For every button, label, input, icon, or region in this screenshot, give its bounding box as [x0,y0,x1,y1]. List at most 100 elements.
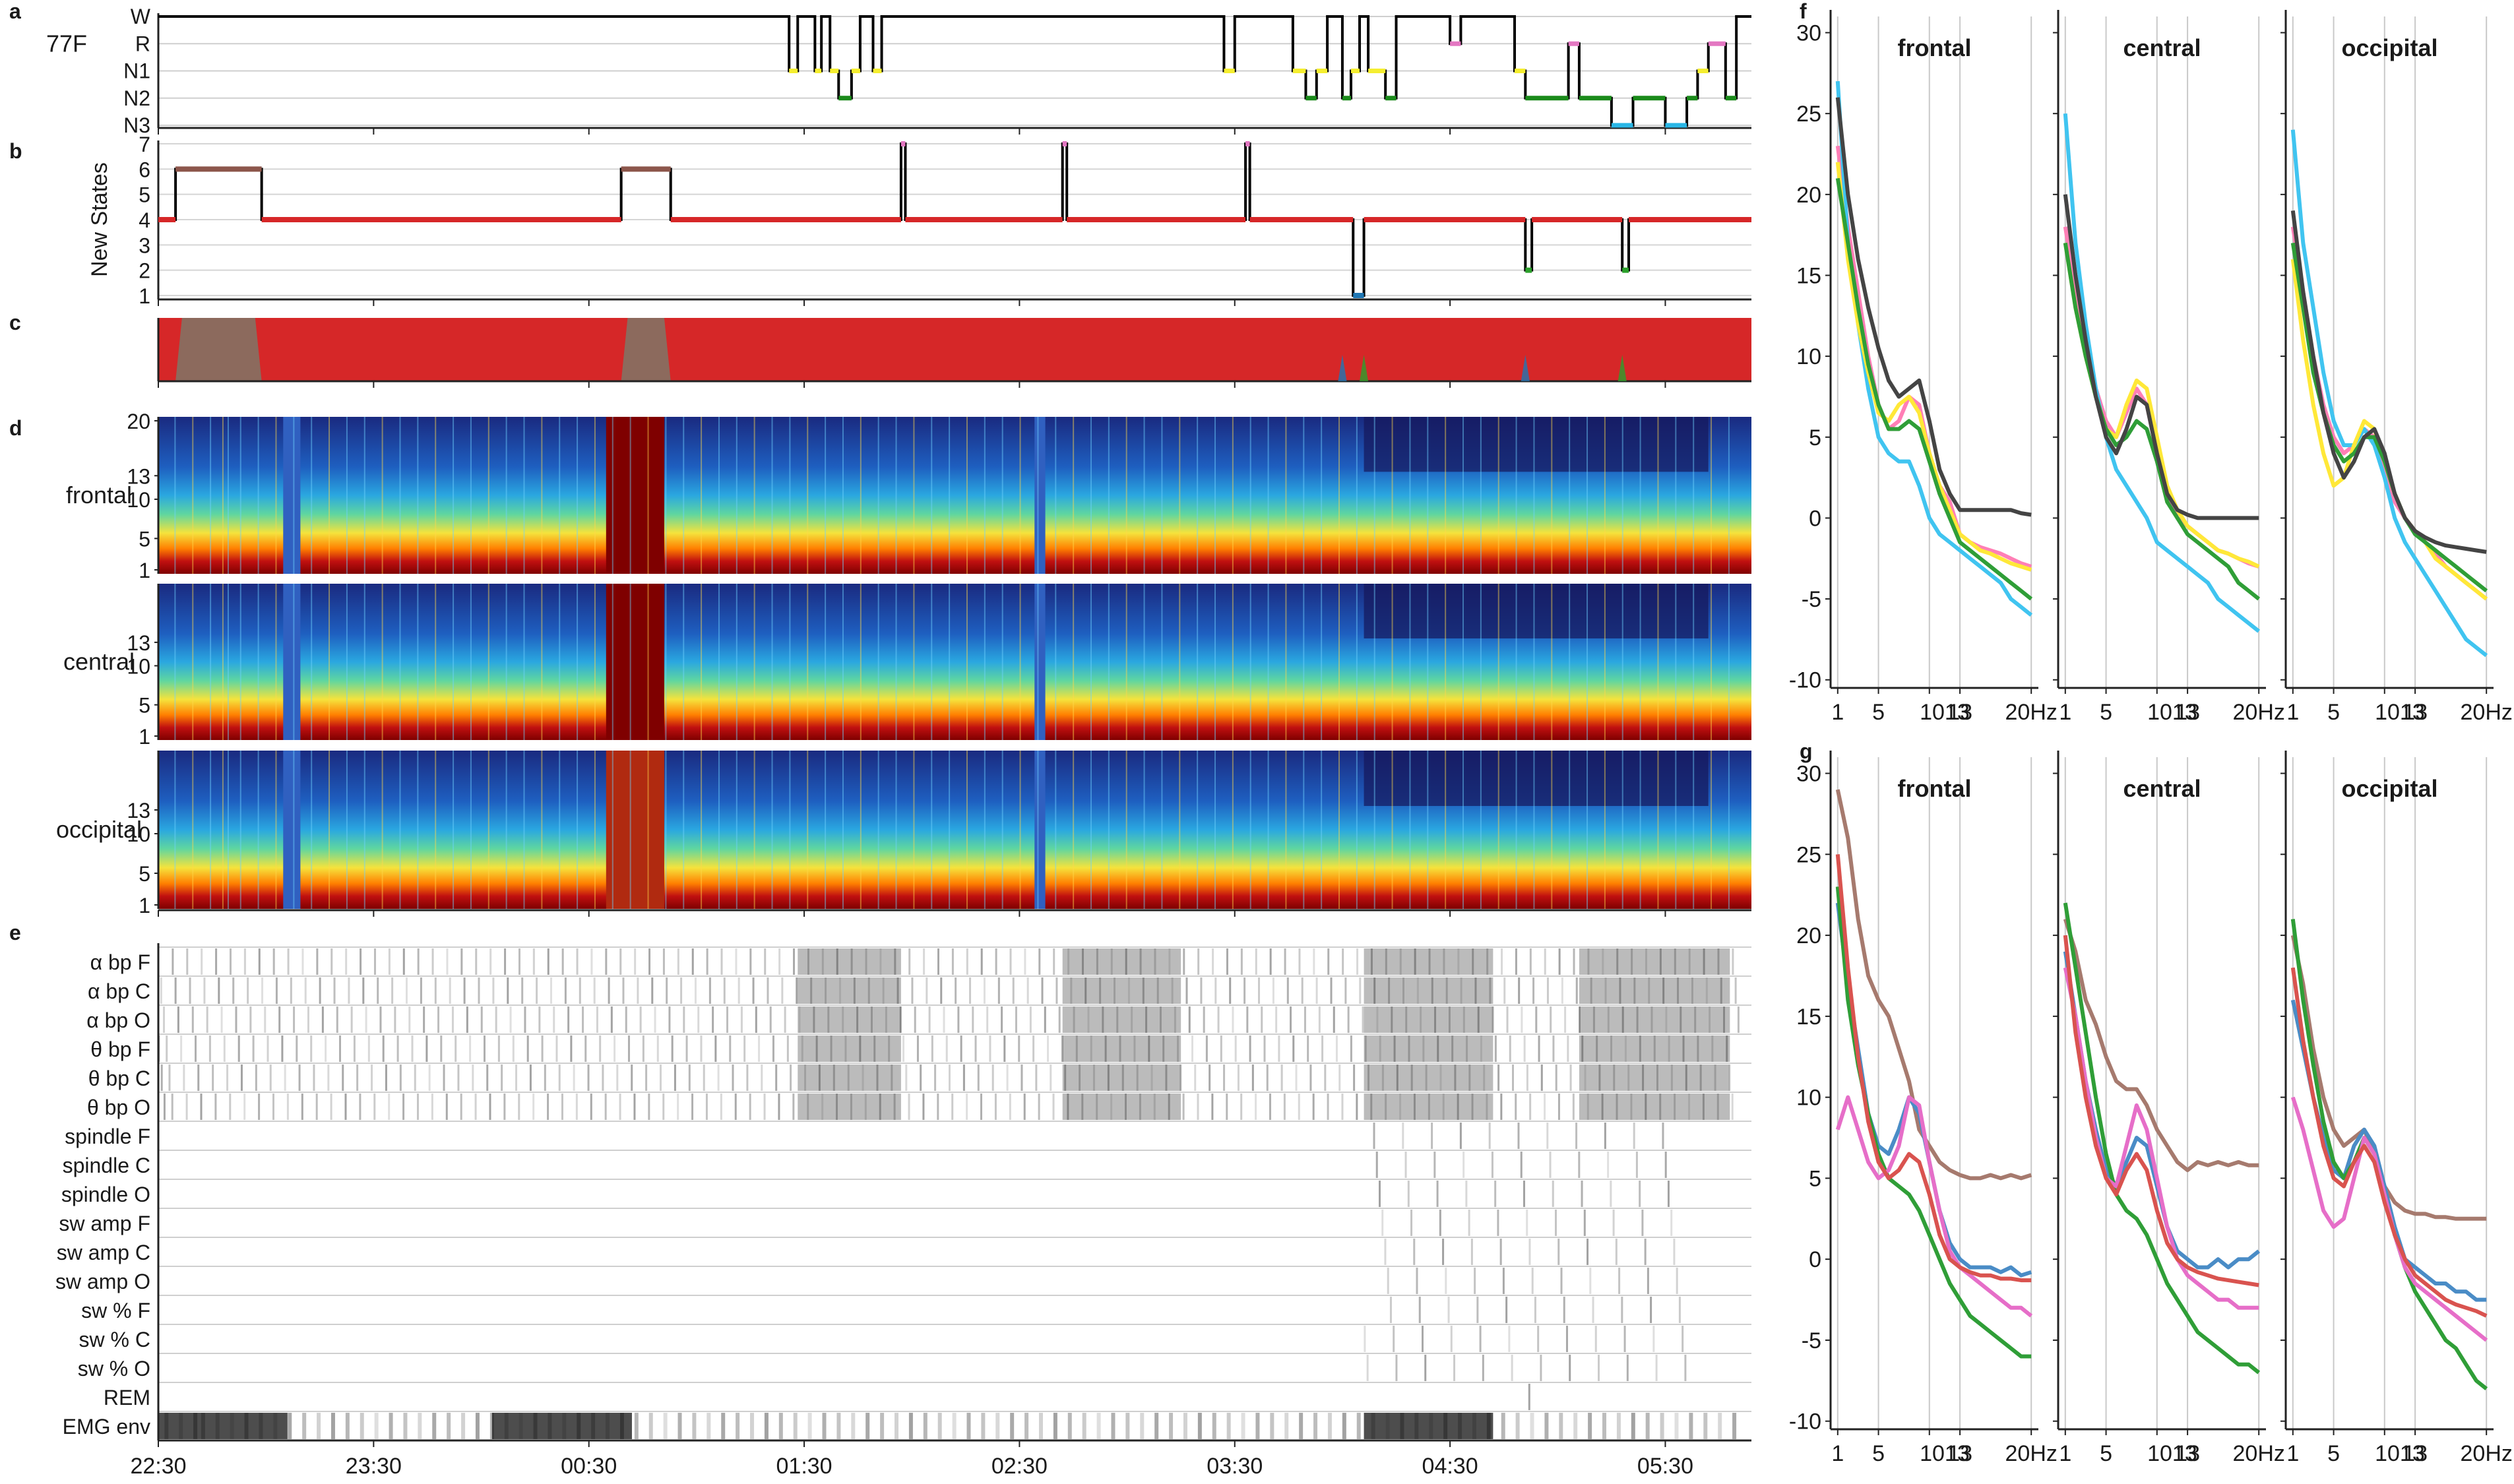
x-tick-label: 03:30 [1207,1454,1263,1479]
band-dark-region [1579,977,1730,1004]
x-tick-label: 20Hz [2461,700,2513,725]
spectrum-line [2290,967,2488,1318]
x-tick-label-10-13: 1013 [2375,700,2425,725]
x-tick-label: 13 [2403,700,2428,725]
band-dark-region [1364,1036,1493,1062]
y-tick-label: 20 [127,410,150,433]
spectrum-line [1835,162,2032,572]
y-tick-label: -10 [1789,668,1821,693]
x-tick-label: 5 [2100,700,2112,725]
row-label: sw % O [78,1357,150,1380]
band-dark-region [1579,1036,1730,1062]
band-dark-region [798,1036,901,1062]
panel-d: 15101320frontal151013central151013occipi… [56,410,1751,917]
spectrum-line [1835,177,2033,601]
y-tick-label: 20 [1796,183,1821,208]
channel-label-central: central [63,648,135,675]
x-tick-label: 20Hz [2005,700,2058,725]
band-dark-region [1062,1006,1181,1033]
band-dark-region [1364,1094,1493,1120]
x-tick-label: 23:30 [346,1454,402,1479]
panel-a: WR N1 N2 N3 77F [46,5,1751,137]
spectrum-line [2063,935,2259,1287]
x-tick-label: 5 [2327,1441,2340,1466]
spectrogram-gap [283,584,301,740]
band-dark-region [1364,977,1493,1004]
band-dark-region [798,1065,901,1091]
spectrogram-gap [283,751,301,909]
x-tick-label: 1 [1831,700,1844,725]
spectrogram-deep-region [1364,584,1709,638]
band-dark-region [1579,948,1730,975]
panel-letter-d: d [9,416,22,440]
x-tick-label-10-13: 1013 [2147,1441,2197,1466]
band-dark-region [1062,977,1181,1004]
band-dark-region [1579,1065,1730,1091]
x-tick-label: 5 [2100,1441,2112,1466]
y-tick-label: 15 [1796,263,1821,288]
y-tick-label: 5 [139,183,150,207]
spectrum-line [2063,902,2261,1375]
spectrum-line [1835,80,2033,617]
x-tick-label: 13 [2403,1441,2428,1466]
x-tick-label: 04:30 [1422,1454,1478,1479]
x-tick-label: 5 [1872,700,1885,725]
spectrum-line [2063,918,2259,1173]
band-dark-region [1062,1065,1181,1091]
x-tick-label: 20Hz [2461,1441,2513,1466]
y-tick-label: -5 [1802,1328,1821,1353]
x-tick-label: 1 [1831,1441,1844,1466]
emg-dark-band [1364,1413,1493,1439]
state-area-6 [175,318,262,381]
y-tick-label: 25 [1796,842,1821,867]
subplot-title-central: central [2123,34,2201,61]
row-label: spindle C [63,1154,150,1177]
spectrogram-gap [1034,751,1046,909]
band-dark-region [1062,1094,1181,1120]
spectrum-line [1835,789,2032,1181]
y-tick-label: -5 [1802,587,1821,612]
spectrogram-gap [1034,417,1046,574]
subplot-title-frontal: frontal [1898,34,1972,61]
spectrum-line [2290,210,2487,554]
band-dark-region [798,1094,901,1120]
y-tick-label: 30 [1796,21,1821,46]
y-tick-label: -10 [1789,1409,1821,1435]
row-label: θ bp F [90,1037,150,1061]
x-tick-label: 05:30 [1637,1454,1693,1479]
row-label: spindle O [61,1183,150,1206]
panel-letter-a: a [9,0,21,23]
row-label: θ bp O [87,1096,150,1119]
x-tick-label: 1 [2286,1441,2299,1466]
x-tick-label: 02:30 [991,1454,1048,1479]
spectrum-line [2063,194,2259,520]
spectrum-line [1835,1095,2033,1318]
row-label: α bp F [90,950,150,974]
panel-letter-c: c [9,311,21,334]
row-label: sw % C [79,1328,150,1351]
y-tick-label: 1 [139,284,150,308]
state-area-spike [1338,355,1347,381]
band-dark-region [1364,948,1493,975]
row-label: sw % F [81,1299,150,1322]
band-dark-region [1579,1006,1730,1033]
x-tick-label: 5 [2327,700,2340,725]
x-tick-label: 20Hz [2005,1441,2058,1466]
subject-id: 77F [46,30,87,57]
x-tick-label: 1 [2059,1441,2071,1466]
row-label: spindle F [65,1125,150,1148]
band-dark-region [1579,1094,1730,1120]
y-tick-label: 0 [1809,1247,1821,1272]
x-tick-label: 13 [2175,1441,2200,1466]
emg-dark-band [491,1413,632,1439]
panel-letter-e: e [9,921,21,944]
row-label: REM [104,1386,150,1409]
y-tick-label: 13 [127,799,150,822]
band-dark-region [798,948,901,975]
row-label: EMG env [63,1415,150,1438]
spectrogram-artifact [606,417,664,574]
spectrum-line [2290,935,2487,1221]
panel-e: α bp F α bp C α bp O θ bp F θ bp C θ bp O spin… [55,943,1751,1442]
spectrum-line [2290,129,2488,658]
